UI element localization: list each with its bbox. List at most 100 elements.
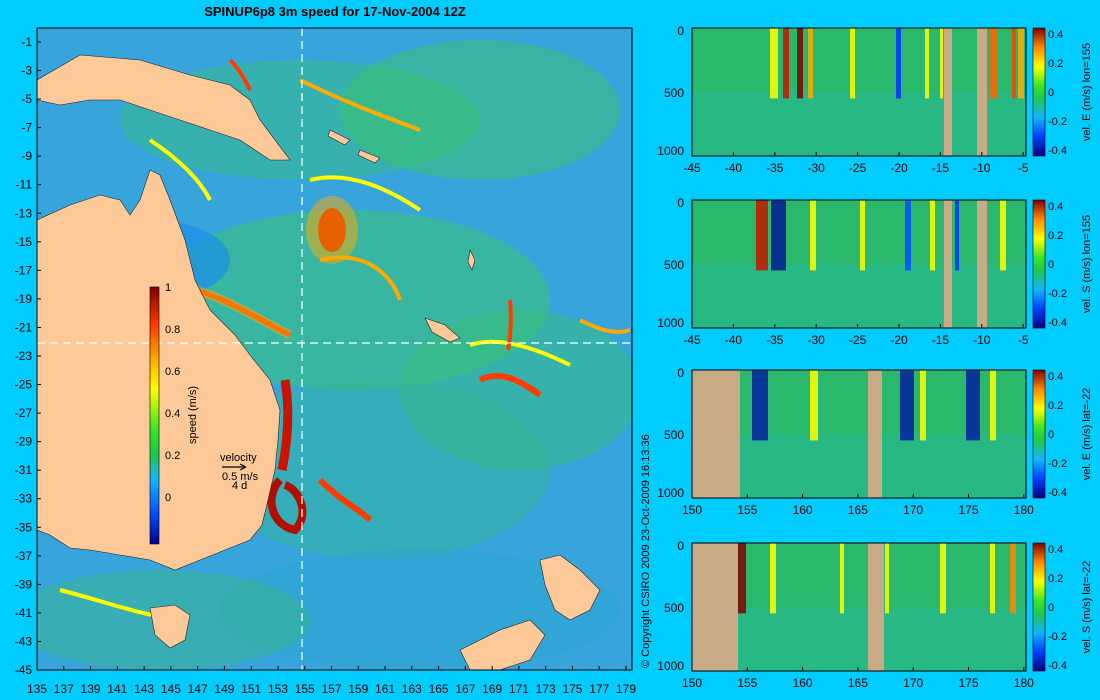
panel-deep-layer: [692, 607, 1026, 671]
panel-velocity-feature: [771, 200, 786, 271]
panel-variable-label: vel. S (m/s) lon=155: [1081, 215, 1093, 313]
speed-colorbar-tick: 1: [165, 282, 171, 294]
latitude-label: -9: [21, 149, 32, 163]
panel-variable-label: vel. S (m/s) lat=-22: [1081, 561, 1093, 654]
velocity-colorbar-tick: 0.2: [1048, 58, 1063, 70]
panel-axis-label: 170: [903, 503, 923, 517]
map-frame: [36, 27, 633, 671]
panel-velocity-feature: [810, 200, 816, 271]
panel-velocity-feature: [850, 28, 855, 99]
panel-axis-label: 160: [793, 503, 813, 517]
latitude-label: -43: [15, 634, 33, 648]
velocity-colorbar: [1032, 199, 1046, 329]
latitude-label: -31: [15, 463, 33, 477]
longitude-label: 143: [134, 682, 154, 696]
panel-velocity-feature: [930, 200, 935, 271]
longitude-label: 171: [509, 682, 529, 696]
panel-variable-label: vel. E (m/s) lon=155: [1081, 43, 1093, 141]
velocity-colorbar-tick: 0: [1048, 87, 1054, 99]
panel-axis-label: -15: [932, 161, 950, 175]
longitude-label: 153: [268, 682, 288, 696]
panel-axis-label: -35: [766, 161, 784, 175]
panel-axis-label: -20: [890, 161, 908, 175]
longitude-label: 147: [188, 682, 208, 696]
panel-depth-label: 1000: [657, 316, 684, 330]
longitude-label: 139: [81, 682, 101, 696]
speed-colorbar-tick: 0: [165, 492, 171, 504]
velocity-colorbar-tick: -0.4: [1048, 145, 1067, 157]
panel-velocity-feature: [1010, 543, 1016, 614]
panel-axis-label: 180: [1014, 676, 1034, 690]
velocity-colorbar: [1032, 542, 1046, 672]
panel-depth-label: 0: [677, 196, 684, 210]
panel-axis-label: 175: [958, 676, 978, 690]
panel-velocity-feature: [756, 200, 768, 271]
panel-frame: [691, 542, 1027, 672]
speed-colorbar-tick: 0.8: [165, 324, 180, 336]
panel-field: [692, 200, 1026, 328]
panel-velocity-feature: [770, 28, 778, 99]
panel-axis-label: -45: [683, 333, 701, 347]
longitude-label: 159: [348, 682, 368, 696]
latitude-label: -15: [15, 235, 33, 249]
panel-frame: [691, 199, 1027, 329]
panel-deep-layer: [692, 92, 1026, 156]
panel-axis-label: -15: [932, 333, 950, 347]
velocity-colorbar-tick: 0.4: [1048, 371, 1063, 383]
latitude-label: -27: [15, 406, 33, 420]
panel-velocity-feature: [896, 28, 901, 99]
panel-deep-layer: [692, 434, 1026, 498]
latitude-label: -37: [15, 549, 33, 563]
longitude-label: 135: [27, 682, 47, 696]
longitude-label: 137: [54, 682, 74, 696]
panel-axis-label: -40: [725, 161, 743, 175]
velocity-arrow-head-icon: [239, 463, 247, 471]
longitude-label: 175: [562, 682, 582, 696]
latitude-label: -25: [15, 378, 33, 392]
panel-axis-label: 170: [903, 676, 923, 690]
panel-field: [692, 28, 1026, 156]
velocity-legend-speed: 0.5 m/s: [222, 471, 259, 483]
panel-depth-label: 1000: [657, 144, 684, 158]
panel-velocity-feature: [808, 28, 813, 99]
latitude-label: -39: [15, 577, 33, 591]
longitude-label: 145: [161, 682, 181, 696]
panel-velocity-feature: [797, 28, 803, 99]
velocity-colorbar-tick: -0.4: [1048, 487, 1067, 499]
panel-depth-label: 1000: [657, 486, 684, 500]
panel-velocity-feature: [1018, 28, 1024, 99]
panel-axis-label: -30: [808, 161, 826, 175]
velocity-colorbar-tick: 0: [1048, 429, 1054, 441]
velocity-colorbar-tick: 0.4: [1048, 29, 1063, 41]
panel-depth-label: 0: [677, 366, 684, 380]
panel-depth-label: 0: [677, 24, 684, 38]
velocity-colorbar-tick: 0.2: [1048, 573, 1063, 585]
panel-velocity-feature: [900, 370, 914, 441]
longitude-label: 141: [107, 682, 127, 696]
velocity-colorbar-tick: -0.2: [1048, 116, 1067, 128]
panel-axis-label: 160: [793, 676, 813, 690]
longitude-label: 167: [455, 682, 475, 696]
panel-variable-label: vel. E (m/s) lat=-22: [1081, 388, 1093, 481]
velocity-colorbar-tick: 0.4: [1048, 544, 1063, 556]
section-panel: 0 500 1000 150 155 160 165 170 175 180 0.4 0.2 0 -0.2…: [657, 539, 1093, 690]
panel-axis-label: 155: [737, 503, 757, 517]
velocity-colorbar-tick: -0.4: [1048, 660, 1067, 672]
panel-velocity-feature: [990, 370, 996, 441]
speed-colorbar-ticks: 1 0.8 0.6 0.4 0.2 0: [165, 282, 180, 504]
panel-velocity-feature: [860, 200, 865, 271]
panel-depth-label: 500: [664, 428, 684, 442]
panel-frame: [691, 369, 1027, 499]
panel-axis-label: -35: [766, 333, 784, 347]
panel-axis-label: -10: [973, 333, 991, 347]
panel-axis-label: 165: [848, 503, 868, 517]
panel-velocity-feature: [770, 543, 776, 614]
longitude-label: 179: [616, 682, 636, 696]
speed-colorbar-label: speed (m/s): [187, 386, 199, 444]
latitude-label: -21: [15, 320, 33, 334]
latitude-label: -23: [15, 349, 33, 363]
panel-velocity-feature: [940, 543, 946, 614]
land: [37, 54, 601, 670]
longitude-label: 163: [402, 682, 422, 696]
panel-velocity-feature: [920, 370, 926, 441]
